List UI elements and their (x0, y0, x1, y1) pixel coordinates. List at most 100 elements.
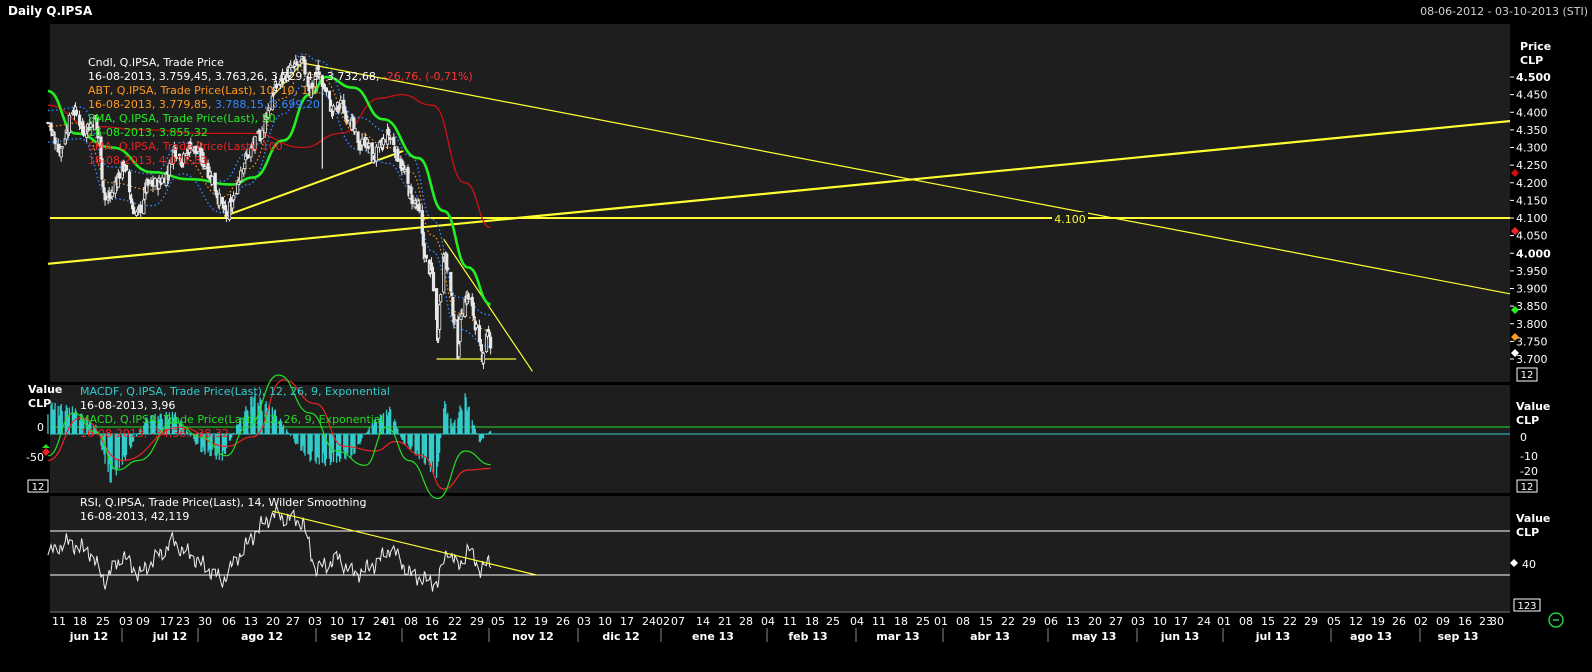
time-day-label: 13 (1066, 615, 1080, 628)
price-badge[interactable] (1516, 367, 1538, 382)
level-label-4100: 4.100 (1054, 213, 1086, 226)
legend-text: 16-08-2013, 3.759,45, 3.763,26, 3.729,45… (88, 70, 379, 83)
legend-line: 16-08-2013, 3.759,45, 3.763,26, 3.729,45… (88, 70, 473, 83)
candle-body (231, 195, 236, 201)
candlestick-series[interactable] (46, 54, 493, 369)
rsi-axes: 40 (50, 530, 1536, 576)
candle-body (317, 71, 321, 76)
macd-badge-right[interactable] (1516, 479, 1538, 493)
price-tick-label: 4.350 (1516, 124, 1548, 137)
legend-text: SMA, Q.IPSA, Trade Price(Last), 100 (88, 140, 283, 153)
candle-body (409, 186, 413, 194)
candle-body (206, 163, 210, 178)
price-tick-label: 4.400 (1516, 106, 1548, 119)
candle-body (457, 343, 461, 358)
time-day-label: 24 (373, 615, 387, 628)
sma100-marker-icon (1511, 169, 1519, 177)
candle-body (117, 172, 121, 179)
time-day-label: 06 (1044, 615, 1058, 628)
price-tick-label: 4.200 (1516, 177, 1548, 190)
rsi-legend: RSI, Q.IPSA, Trade Price(Last), 14, Wild… (80, 496, 367, 523)
level-label-bg (1052, 212, 1088, 226)
candle-body (260, 129, 264, 139)
candle-body (417, 203, 421, 212)
time-day-label: 23 (1479, 615, 1493, 628)
legend-line: 16-08-2013, -34,36, -38,32 (80, 427, 229, 440)
candle-body (153, 178, 157, 187)
candle-body (82, 125, 86, 136)
candle-body (101, 180, 105, 188)
time-day-label: 03 (577, 615, 591, 628)
time-month-label: mar 13 (876, 630, 919, 643)
time-day-label: 03 (1131, 615, 1145, 628)
candle-body (243, 162, 247, 169)
rsi-marker-icon (1510, 559, 1518, 567)
candle-body (453, 319, 457, 322)
candle-body (449, 271, 453, 292)
candle-body (96, 126, 100, 139)
candle-body (189, 142, 193, 150)
time-month-label: sep 12 (330, 630, 371, 643)
legend-text: 16-08-2013, 3,96 (80, 399, 175, 412)
rsi-trendline (272, 510, 537, 576)
candle-body (139, 204, 143, 213)
price-tick-label: 3.700 (1516, 353, 1548, 366)
candle-body (324, 87, 329, 93)
time-day-label: 26 (556, 615, 570, 628)
price-tick-label: 3.750 (1516, 335, 1548, 348)
candle-body (442, 254, 446, 293)
candle-body (64, 129, 68, 140)
time-day-label: 22 (1283, 615, 1297, 628)
descending-trendline-long (301, 62, 1511, 295)
time-day-label: 30 (1490, 615, 1504, 628)
candle-body (110, 192, 114, 197)
date-range: 08-06-2012 - 03-10-2013 (STI) (1420, 5, 1588, 18)
candle-body (271, 92, 275, 96)
price-tick-label: 3.900 (1516, 283, 1548, 296)
time-day-label: 23 (176, 615, 190, 628)
price-panel-bg (50, 24, 1510, 382)
time-day-label: 29 (1304, 615, 1318, 628)
time-day-label: 04 (761, 615, 775, 628)
candle-body (396, 148, 400, 162)
time-day-label: 28 (739, 615, 753, 628)
candle-body (74, 109, 79, 115)
time-month-label: nov 12 (512, 630, 554, 643)
macd-right-tick: 0 (1520, 431, 1527, 444)
candle-body (249, 147, 253, 158)
legend-text: 16-08-2013, 3.779,85, (88, 98, 211, 111)
sma50-marker-icon (1511, 306, 1519, 314)
price-tick-label: 3.800 (1516, 318, 1548, 331)
macd-badge-left[interactable] (27, 479, 49, 493)
time-month-label: abr 13 (970, 630, 1010, 643)
candle-body (424, 254, 428, 259)
time-day-label: 11 (872, 615, 886, 628)
time-day-label: 27 (1109, 615, 1123, 628)
time-day-label: 19 (1371, 615, 1385, 628)
candle-body (196, 146, 200, 152)
sma50-line (47, 75, 492, 306)
candle-body (267, 107, 271, 112)
candle-body (289, 64, 293, 68)
time-month-label: dic 12 (602, 630, 639, 643)
candle-body (102, 187, 106, 193)
rsi-badge[interactable] (1513, 598, 1541, 612)
legend-line: RSI, Q.IPSA, Trade Price(Last), 14, Wild… (80, 496, 367, 509)
time-day-label: 24 (642, 615, 656, 628)
candle-body (160, 177, 164, 184)
candle-body (132, 206, 136, 215)
time-day-label: 14 (696, 615, 710, 628)
time-day-label: 03 (308, 615, 322, 628)
price-axis-unit: CLP (1520, 54, 1543, 67)
time-day-label: 06 (222, 615, 236, 628)
legend-text: RSI, Q.IPSA, Trade Price(Last), 14, Wild… (80, 496, 367, 509)
candle-body (303, 59, 307, 75)
candle-body (374, 146, 378, 162)
legend-text: MACD, Q.IPSA, Trade Price(Last), 12, 26,… (80, 413, 384, 426)
legend-text: 16-08-2013, 3.855,32 (88, 126, 208, 139)
macd-axis-title-left: Value (28, 383, 62, 396)
time-day-label: 25 (96, 615, 110, 628)
candle-body (451, 296, 455, 317)
legend-line: 16-08-2013, 42,119 (80, 510, 189, 523)
